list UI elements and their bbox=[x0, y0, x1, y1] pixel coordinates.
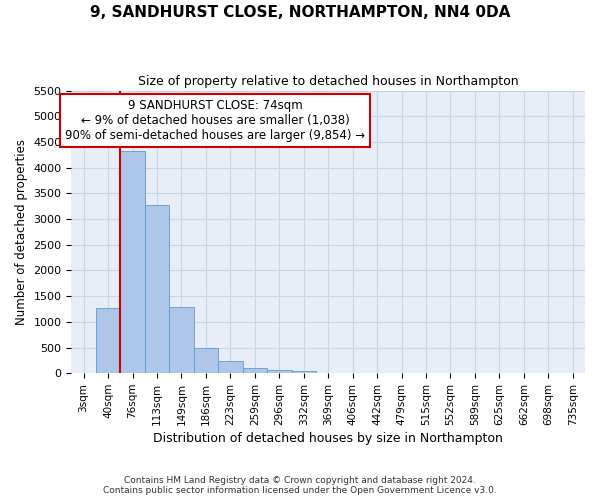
X-axis label: Distribution of detached houses by size in Northampton: Distribution of detached houses by size … bbox=[153, 432, 503, 445]
Bar bbox=[145, 204, 169, 373]
Y-axis label: Number of detached properties: Number of detached properties bbox=[15, 139, 28, 325]
Bar bbox=[242, 368, 267, 373]
Bar bbox=[292, 370, 316, 373]
Text: 9 SANDHURST CLOSE: 74sqm
← 9% of detached houses are smaller (1,038)
90% of semi: 9 SANDHURST CLOSE: 74sqm ← 9% of detache… bbox=[65, 99, 365, 142]
Bar bbox=[218, 361, 242, 373]
Bar bbox=[169, 308, 194, 373]
Title: Size of property relative to detached houses in Northampton: Size of property relative to detached ho… bbox=[138, 75, 518, 88]
Bar bbox=[267, 370, 292, 373]
Bar bbox=[96, 308, 121, 373]
Bar bbox=[121, 150, 145, 373]
Text: Contains HM Land Registry data © Crown copyright and database right 2024.
Contai: Contains HM Land Registry data © Crown c… bbox=[103, 476, 497, 495]
Bar bbox=[194, 348, 218, 373]
Text: 9, SANDHURST CLOSE, NORTHAMPTON, NN4 0DA: 9, SANDHURST CLOSE, NORTHAMPTON, NN4 0DA bbox=[90, 5, 510, 20]
